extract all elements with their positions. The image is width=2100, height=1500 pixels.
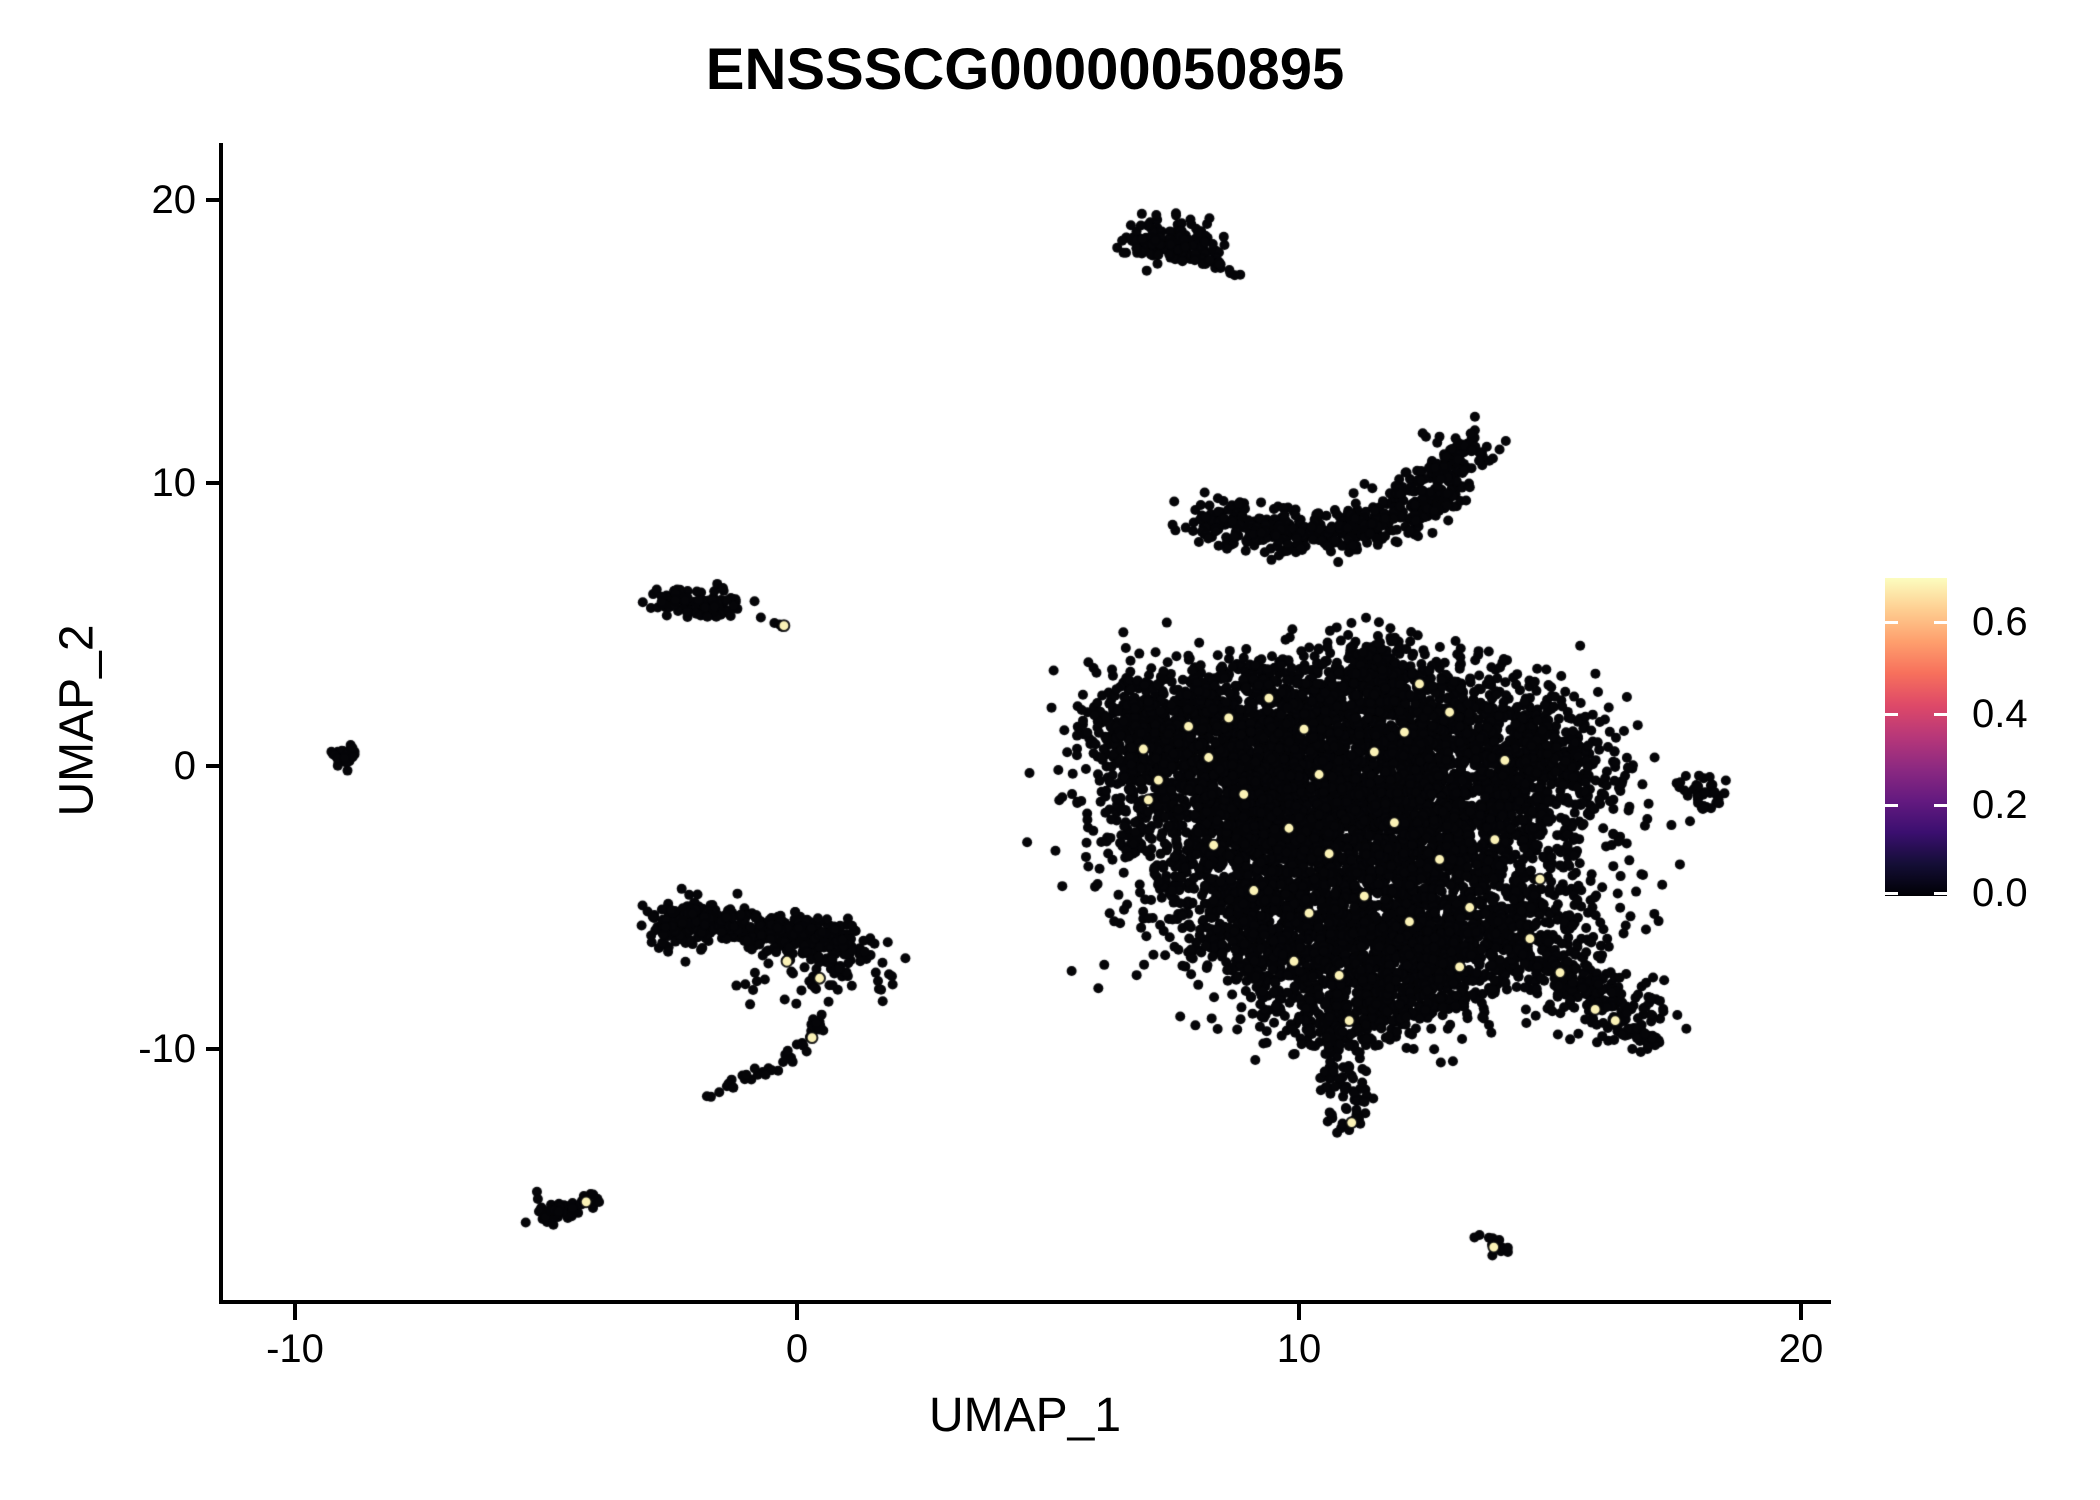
colorbar-tick-label: 0.0 bbox=[1972, 871, 2028, 915]
colorbar-tick-mark bbox=[1934, 892, 1947, 895]
colorbar-tick-mark bbox=[1934, 803, 1947, 807]
y-tick-mark bbox=[206, 764, 222, 768]
y-tick-label: -10 bbox=[138, 1027, 196, 1071]
y-tick-label: 0 bbox=[173, 744, 196, 788]
colorbar-tick-mark bbox=[1885, 803, 1898, 807]
colorbar-tick-label: 0.6 bbox=[1972, 600, 2028, 645]
colorbar-tick-label: 0.4 bbox=[1972, 691, 2028, 736]
y-axis-title: UMAP_2 bbox=[50, 624, 104, 817]
y-tick-mark bbox=[206, 1047, 222, 1051]
x-axis-line bbox=[219, 1300, 1831, 1304]
colorbar-tick-label: 0.2 bbox=[1972, 782, 2028, 827]
x-axis-title: UMAP_1 bbox=[928, 1389, 1122, 1442]
x-tick-label: 20 bbox=[1778, 1327, 1824, 1371]
x-tick-mark bbox=[1799, 1304, 1803, 1320]
y-tick-label: 10 bbox=[151, 461, 197, 505]
x-tick-mark bbox=[1297, 1304, 1301, 1320]
colorbar-tick-mark bbox=[1885, 892, 1898, 895]
x-tick-label: -10 bbox=[266, 1327, 324, 1371]
colorbar-tick-mark bbox=[1934, 621, 1947, 625]
colorbar-tick-mark bbox=[1885, 621, 1898, 625]
y-axis-line bbox=[219, 143, 223, 1304]
x-tick-mark bbox=[293, 1304, 297, 1320]
x-tick-label: 10 bbox=[1276, 1327, 1322, 1371]
colorbar-tick-mark bbox=[1885, 712, 1898, 716]
colorbar-gradient bbox=[1885, 578, 1947, 896]
colorbar-tick-mark bbox=[1934, 712, 1947, 716]
y-tick-mark bbox=[206, 198, 222, 202]
y-tick-mark bbox=[206, 481, 222, 485]
x-tick-mark bbox=[795, 1304, 799, 1320]
y-tick-label: 20 bbox=[151, 178, 197, 222]
x-tick-label: 0 bbox=[785, 1327, 809, 1371]
